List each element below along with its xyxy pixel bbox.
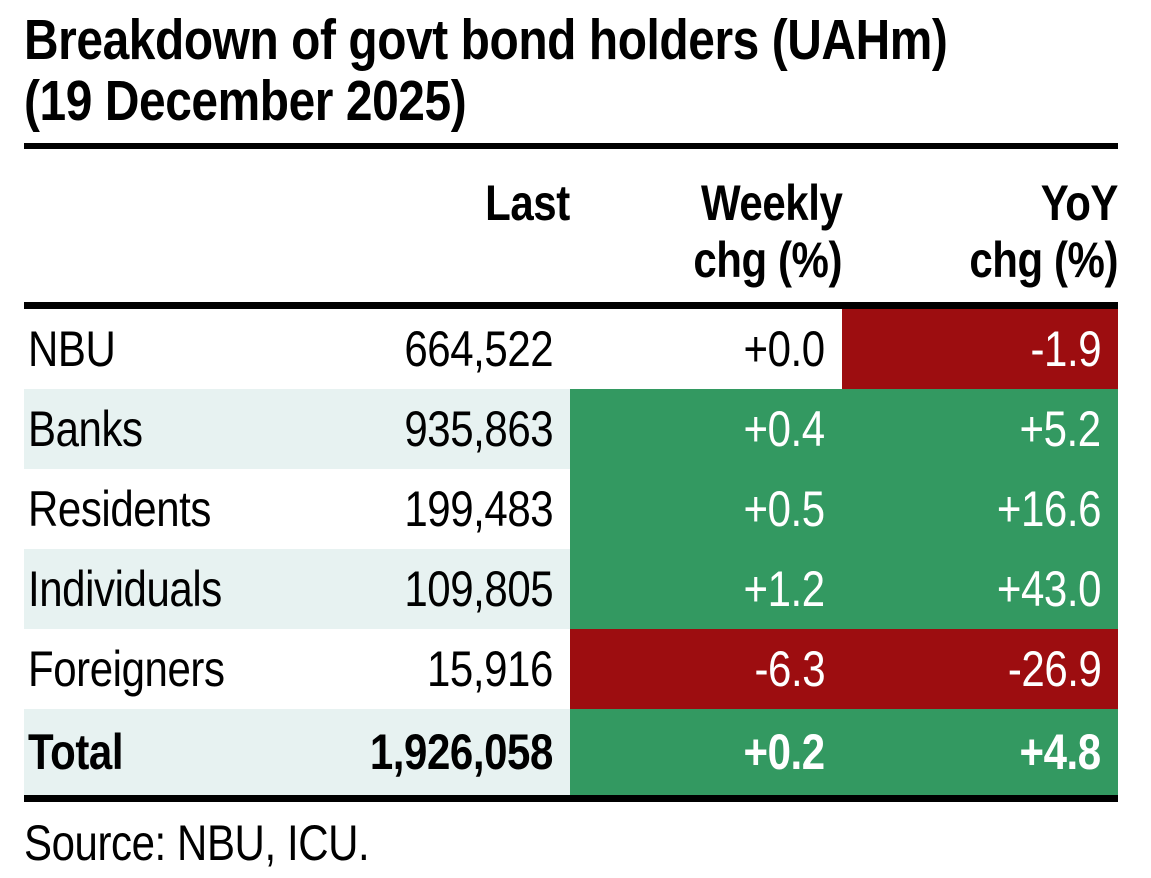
column-header-yoy-chg: YoY chg (%): [969, 175, 1118, 288]
weekly-chg-value: +0.5: [570, 469, 842, 549]
weekly-chg-value: +0.4: [570, 389, 842, 469]
row-label: Banks: [24, 389, 264, 469]
table-body: NBU 664,522 +0.0 -1.9 Banks 935,863 +0.4…: [24, 309, 1118, 795]
last-value: 1,926,058: [264, 709, 570, 795]
title-line-2: (19 December 2025): [24, 69, 467, 133]
table-row-foreigners: Foreigners 15,916 -6.3 -26.9: [24, 629, 1118, 709]
yoy-chg-value: +5.2: [842, 389, 1118, 469]
weekly-chg-value: +1.2: [570, 549, 842, 629]
header-divider: [24, 302, 1118, 309]
source-note: Source: NBU, ICU.: [24, 815, 370, 871]
row-label: Total: [24, 709, 264, 795]
row-label: NBU: [28, 321, 116, 377]
last-value: 15,916: [427, 641, 553, 697]
last-value: 109,805: [264, 549, 570, 629]
weekly-chg-value: +0.0: [743, 321, 826, 377]
yoy-chg-value: -1.9: [842, 309, 1118, 389]
yoy-chg-value: +43.0: [842, 549, 1118, 629]
yoy-chg-value: +16.6: [842, 469, 1118, 549]
table-row-nbu: NBU 664,522 +0.0 -1.9: [24, 309, 1118, 389]
table-row-banks: Banks 935,863 +0.4 +5.2: [24, 389, 1118, 469]
table-header-row: Last Weekly chg (%) YoY chg (%): [24, 175, 1118, 289]
weekly-chg-value: -6.3: [570, 629, 842, 709]
table-bottom-divider: [24, 795, 1118, 802]
page-title: Breakdown of govt bond holders (UAHm) (1…: [24, 10, 1118, 132]
table-row-residents: Residents 199,483 +0.5 +16.6: [24, 469, 1118, 549]
last-value: 935,863: [264, 389, 570, 469]
row-label: Foreigners: [28, 641, 225, 697]
column-header-weekly-chg: Weekly chg (%): [693, 175, 842, 288]
yoy-chg-value: -26.9: [842, 629, 1118, 709]
last-value: 664,522: [404, 321, 553, 377]
last-value: 199,483: [404, 481, 553, 537]
yoy-chg-value: +4.8: [842, 709, 1118, 795]
title-line-1: Breakdown of govt bond holders (UAHm): [24, 8, 948, 72]
row-label: Individuals: [24, 549, 264, 629]
title-divider: [24, 143, 1118, 149]
row-label: Residents: [28, 481, 211, 537]
table-row-individuals: Individuals 109,805 +1.2 +43.0: [24, 549, 1118, 629]
column-header-last: Last: [485, 175, 570, 231]
table-row-total: Total 1,926,058 +0.2 +4.8: [24, 709, 1118, 795]
weekly-chg-value: +0.2: [570, 709, 842, 795]
